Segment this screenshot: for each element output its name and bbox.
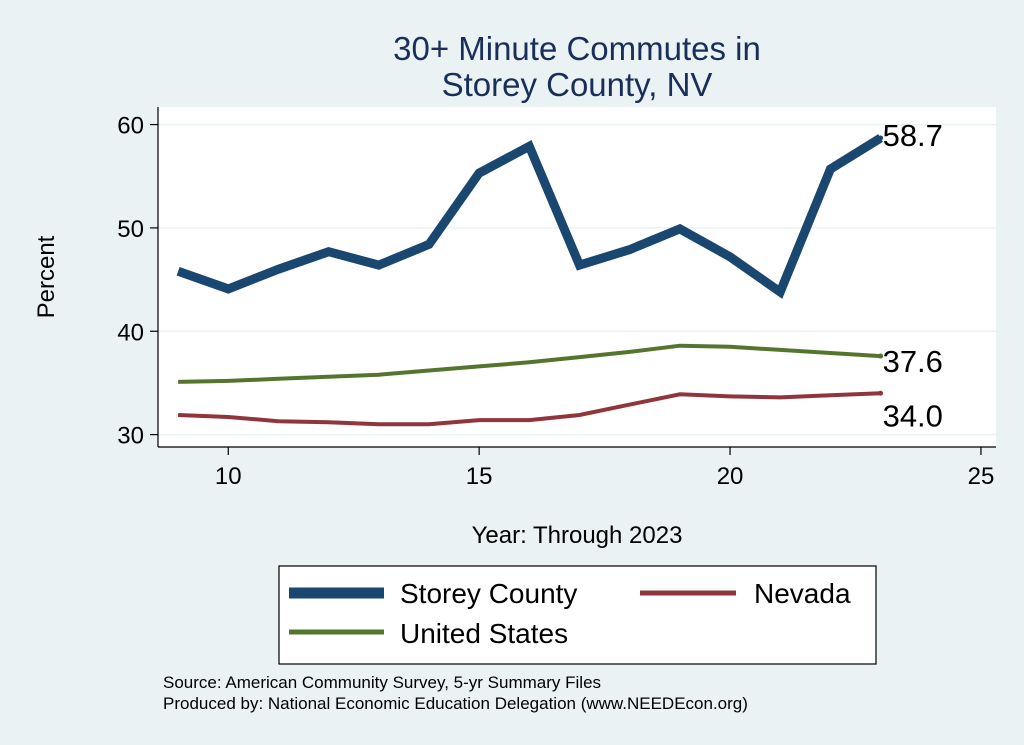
x-tick-label-20: 20	[717, 463, 744, 490]
grid-lines	[158, 123, 996, 436]
y-tick-label-60: 60	[117, 113, 144, 140]
y-axis-ticks: 30 40 50 60	[117, 113, 158, 450]
y-axis-title: Percent	[33, 235, 60, 318]
y-tick-label-50: 50	[117, 216, 144, 243]
x-tick-label-15: 15	[466, 463, 493, 490]
end-point-united-states	[878, 353, 884, 359]
chart-title-line-2: Storey County, NV	[442, 66, 713, 103]
end-point-storey-county	[878, 135, 884, 141]
y-tick-label-30: 30	[117, 423, 144, 450]
legend-label-united-states: United States	[400, 618, 568, 649]
x-axis-title: Year: Through 2023	[472, 522, 683, 549]
legend: Storey County Nevada United States	[278, 565, 877, 665]
series-line-united-states	[178, 343, 881, 384]
x-tick-label-10: 10	[215, 463, 242, 490]
plot-area	[158, 107, 996, 447]
end-label-storey-county: 58.7	[883, 118, 943, 153]
end-label-nevada: 34.0	[883, 398, 943, 433]
series-layer	[176, 134, 883, 427]
producer-note: Produced by: National Economic Education…	[163, 694, 748, 713]
legend-box	[278, 565, 877, 665]
end-labels: 58.7 34.0 37.6	[878, 118, 943, 433]
series-line-storey-county	[176, 134, 883, 299]
x-axis-ticks: 10 15 20 25	[215, 447, 994, 490]
y-tick-label-40: 40	[117, 319, 144, 346]
chart-title-line-1: 30+ Minute Commutes in	[393, 30, 761, 67]
end-point-nevada	[878, 390, 884, 396]
source-note: Source: American Community Survey, 5-yr …	[163, 673, 601, 692]
x-tick-label-25: 25	[968, 463, 995, 490]
legend-label-nevada: Nevada	[754, 578, 851, 609]
legend-label-storey-county: Storey County	[400, 578, 577, 609]
end-label-united-states: 37.6	[883, 344, 943, 379]
series-line-nevada	[178, 391, 881, 427]
